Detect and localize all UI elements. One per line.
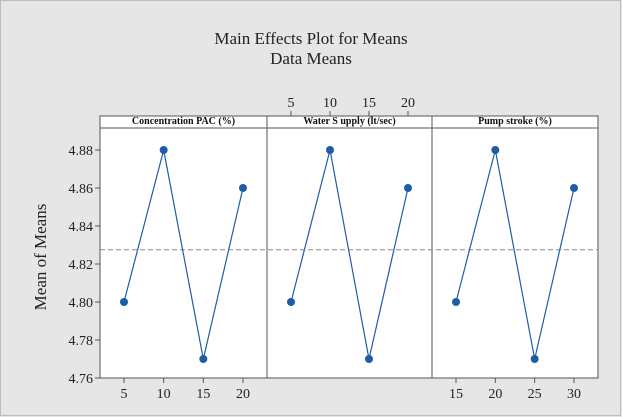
data-point bbox=[365, 355, 373, 363]
panel-1 bbox=[99, 115, 268, 379]
x-tick-label: 15 bbox=[362, 96, 376, 111]
x-tick-label: 20 bbox=[236, 387, 250, 402]
series-line bbox=[290, 149, 409, 360]
data-point bbox=[530, 355, 539, 363]
series-line bbox=[455, 149, 575, 360]
data-point bbox=[239, 184, 247, 192]
panel-2 bbox=[266, 115, 433, 379]
data-point bbox=[199, 355, 208, 363]
data-point bbox=[326, 146, 334, 154]
data-point bbox=[404, 184, 412, 192]
y-tick-label: 4.76 bbox=[69, 372, 94, 387]
x-tick-label: 20 bbox=[401, 96, 415, 111]
x-tick-label: 5 bbox=[121, 387, 128, 402]
data-point bbox=[120, 298, 128, 306]
x-tick-label: 10 bbox=[157, 387, 171, 402]
data-point bbox=[491, 146, 500, 154]
x-tick-label: 20 bbox=[488, 387, 502, 402]
series-line bbox=[123, 149, 244, 360]
x-tick-label: 15 bbox=[196, 387, 210, 402]
y-tick-label: 4.86 bbox=[69, 182, 94, 197]
x-tick-label: 5 bbox=[288, 96, 295, 111]
panel-label: Water S upply (lt/sec) bbox=[303, 116, 395, 127]
data-point bbox=[570, 184, 578, 192]
y-tick-label: 4.78 bbox=[69, 334, 94, 349]
chart-subtitle: Data Means bbox=[270, 49, 352, 68]
y-tick-label: 4.80 bbox=[69, 296, 94, 311]
panel-label: Concentration PAC (%) bbox=[132, 116, 235, 127]
chart-title: Main Effects Plot for Means bbox=[214, 29, 408, 48]
x-tick-label: 30 bbox=[567, 387, 581, 402]
x-tick-label: 25 bbox=[528, 387, 542, 402]
x-tick-label: 15 bbox=[449, 387, 463, 402]
y-axis-title: Mean of Means bbox=[31, 204, 50, 311]
y-tick-label: 4.84 bbox=[69, 220, 94, 235]
y-tick-label: 4.88 bbox=[69, 144, 94, 159]
data-point bbox=[452, 298, 460, 306]
y-tick-label: 4.82 bbox=[69, 258, 94, 273]
panel-label: Pump stroke (%) bbox=[478, 116, 552, 127]
data-point bbox=[159, 146, 168, 154]
data-point bbox=[287, 298, 295, 306]
x-tick-label: 10 bbox=[323, 96, 337, 111]
panel-3 bbox=[431, 115, 599, 379]
